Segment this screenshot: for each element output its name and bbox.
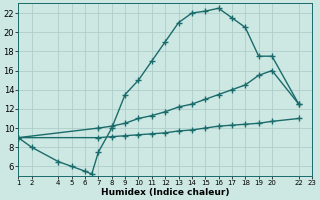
- X-axis label: Humidex (Indice chaleur): Humidex (Indice chaleur): [101, 188, 229, 197]
